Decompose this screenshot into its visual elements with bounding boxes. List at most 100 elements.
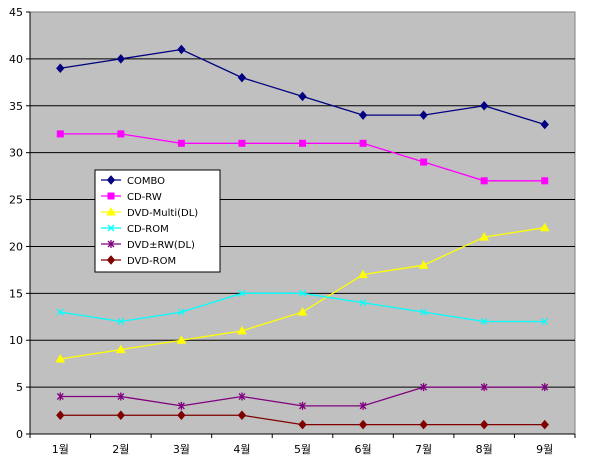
data-point bbox=[420, 308, 428, 316]
data-point bbox=[117, 318, 125, 325]
legend-label: DVD±RW(DL) bbox=[127, 240, 195, 251]
data-point bbox=[56, 130, 64, 138]
data-point bbox=[420, 158, 428, 166]
series-5 bbox=[56, 410, 549, 430]
series-lines bbox=[55, 44, 550, 430]
data-point bbox=[359, 139, 367, 147]
legend: COMBO CD-RW DVD-Multi(DL) CD-ROM DVD±RW(DL) D… bbox=[94, 169, 221, 273]
data-point bbox=[480, 318, 488, 325]
data-point bbox=[540, 419, 549, 430]
data-point bbox=[480, 383, 488, 392]
data-point bbox=[237, 72, 247, 83]
data-point bbox=[106, 175, 116, 185]
data-point bbox=[480, 419, 489, 430]
data-point bbox=[238, 289, 246, 297]
y-tick-label: 20 bbox=[9, 240, 23, 253]
data-point bbox=[238, 139, 246, 147]
data-point bbox=[176, 335, 187, 344]
data-point bbox=[177, 44, 186, 55]
legend-item: DVD±RW(DL) bbox=[101, 240, 195, 251]
data-point bbox=[106, 255, 116, 265]
data-point bbox=[358, 419, 368, 430]
x-tick-label: 8월 bbox=[476, 443, 493, 456]
y-tick-label: 45 bbox=[9, 6, 23, 19]
data-point bbox=[177, 308, 185, 316]
data-point bbox=[56, 308, 64, 316]
y-tick-label: 35 bbox=[9, 100, 23, 113]
series-4 bbox=[56, 383, 549, 410]
data-point bbox=[177, 401, 185, 410]
data-point bbox=[107, 224, 115, 232]
data-point bbox=[359, 299, 367, 307]
data-point bbox=[480, 177, 488, 185]
data-point bbox=[298, 91, 307, 102]
x-tick-label: 5월 bbox=[294, 443, 311, 456]
data-point bbox=[419, 419, 428, 430]
data-point bbox=[237, 410, 247, 421]
data-point bbox=[177, 410, 186, 421]
series-1 bbox=[56, 130, 549, 185]
series-3 bbox=[56, 289, 549, 325]
data-point bbox=[541, 318, 549, 325]
data-point bbox=[238, 392, 246, 401]
y-tick-label: 10 bbox=[9, 334, 23, 347]
legend-item: COMBO bbox=[101, 175, 165, 187]
data-point bbox=[359, 401, 367, 410]
data-point bbox=[420, 383, 428, 392]
data-point bbox=[115, 344, 126, 354]
series-0 bbox=[56, 44, 549, 130]
data-point bbox=[237, 325, 247, 335]
data-point bbox=[117, 130, 125, 138]
data-point bbox=[299, 289, 306, 297]
legend-item: CD-ROM bbox=[101, 224, 169, 235]
data-point bbox=[106, 206, 116, 216]
x-tick-label: 6월 bbox=[354, 443, 371, 456]
data-point bbox=[539, 222, 550, 232]
legend-label: DVD-ROM bbox=[127, 256, 176, 267]
y-tick-label: 40 bbox=[9, 53, 23, 66]
data-point bbox=[358, 269, 368, 279]
legend-item: CD-RW bbox=[101, 192, 162, 203]
data-point bbox=[541, 177, 549, 185]
x-tick-label: 1월 bbox=[52, 443, 69, 456]
data-point bbox=[299, 139, 306, 147]
x-tick-label: 7월 bbox=[415, 443, 432, 456]
legend-item: DVD-Multi(DL) bbox=[101, 206, 198, 219]
data-point bbox=[116, 54, 125, 64]
y-tick-label: 30 bbox=[9, 147, 23, 160]
data-point bbox=[419, 110, 428, 120]
legend-label: DVD-Multi(DL) bbox=[127, 208, 198, 219]
legend-item: DVD-ROM bbox=[101, 255, 176, 267]
x-tick-label: 9월 bbox=[536, 443, 553, 456]
y-tick-label: 25 bbox=[9, 194, 23, 207]
data-point bbox=[117, 392, 125, 401]
data-point bbox=[177, 139, 185, 147]
data-point bbox=[56, 410, 65, 421]
data-point bbox=[55, 353, 66, 363]
data-point bbox=[56, 392, 64, 401]
data-point bbox=[116, 410, 125, 421]
data-point bbox=[479, 232, 490, 241]
legend-label: CD-RW bbox=[127, 192, 162, 203]
data-point bbox=[56, 63, 65, 74]
y-tick-label: 5 bbox=[16, 381, 23, 394]
y-tick-label: 0 bbox=[16, 428, 23, 441]
data-point bbox=[358, 110, 368, 120]
data-point bbox=[107, 192, 115, 200]
data-point bbox=[107, 240, 115, 248]
data-point bbox=[540, 119, 549, 130]
legend-label: CD-ROM bbox=[127, 224, 169, 235]
axes: 0 5 10 15 20 25 30 35 40 45 1월 2월 3월 4월 5월 6월 7월 8월 9월 bbox=[9, 6, 576, 456]
legend-box bbox=[94, 169, 221, 273]
data-point bbox=[541, 383, 549, 392]
y-tick-label: 15 bbox=[9, 287, 23, 300]
data-point bbox=[297, 307, 308, 316]
data-point bbox=[480, 101, 489, 111]
data-point bbox=[298, 419, 307, 430]
data-point bbox=[418, 260, 429, 269]
x-tick-label: 4월 bbox=[233, 443, 250, 456]
data-point bbox=[299, 401, 306, 410]
x-tick-label: 2월 bbox=[112, 443, 129, 456]
